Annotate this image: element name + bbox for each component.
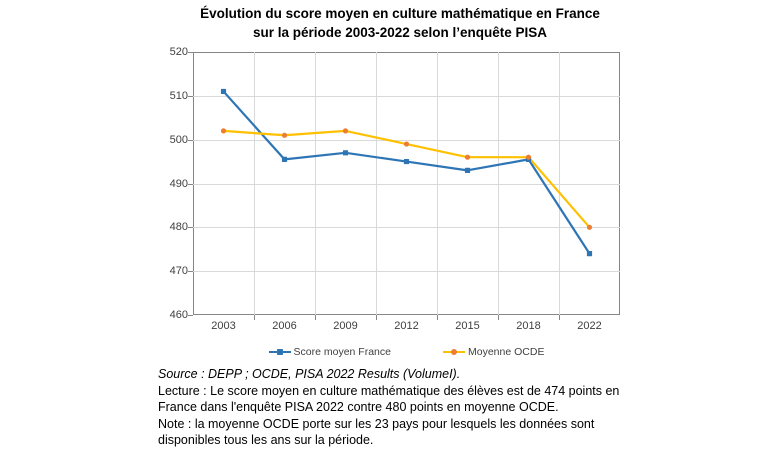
category-gridline bbox=[437, 52, 438, 315]
x-axis-tick-label: 2012 bbox=[394, 320, 419, 332]
gridline bbox=[193, 227, 620, 229]
data-point-marker bbox=[525, 154, 532, 160]
y-axis-tick bbox=[188, 95, 193, 97]
x-axis-labels: 2003 2006 2009 2012 2015 2018 2022 bbox=[193, 320, 620, 336]
data-point-marker bbox=[281, 132, 288, 138]
chart-title-line2: sur la période 2003-2022 selon l’enquête… bbox=[252, 25, 548, 40]
y-axis-tick bbox=[188, 227, 193, 229]
chart-footer: Source : DEPP ; OCDE, PISA 2022 Results … bbox=[158, 366, 658, 449]
y-axis-tick bbox=[188, 315, 193, 316]
footer-lecture: Lecture : Le score moyen en culture math… bbox=[158, 383, 620, 415]
x-axis-tick-label: 2022 bbox=[577, 320, 602, 332]
category-gridline bbox=[315, 52, 316, 315]
category-gridline bbox=[254, 52, 255, 315]
y-axis-tick-label: 460 bbox=[169, 309, 188, 321]
data-point-marker bbox=[403, 141, 410, 147]
gridline bbox=[193, 139, 620, 141]
x-axis-tick-label: 2003 bbox=[211, 320, 236, 332]
y-axis-tick bbox=[188, 52, 193, 53]
y-axis-tick-label: 500 bbox=[169, 133, 188, 146]
category-gridline bbox=[559, 52, 560, 315]
legend-item[interactable]: Moyenne OCDE bbox=[443, 346, 544, 358]
gridline bbox=[193, 95, 620, 97]
x-axis-tick bbox=[437, 315, 438, 320]
y-axis-tick bbox=[188, 139, 193, 141]
y-axis-tick-label: 520 bbox=[169, 46, 188, 58]
gridline bbox=[193, 271, 620, 273]
y-axis-tick-label: 470 bbox=[169, 265, 188, 278]
footer-source: Source : DEPP ; OCDE, PISA 2022 Results … bbox=[158, 367, 461, 381]
x-axis-tick-label: 2006 bbox=[272, 320, 297, 332]
legend-label: Score moyen France bbox=[293, 346, 391, 358]
y-axis-tick-label: 510 bbox=[169, 89, 188, 102]
y-axis-tick bbox=[188, 271, 193, 273]
legend-item[interactable]: Score moyen France bbox=[268, 346, 391, 358]
x-axis-tick bbox=[315, 315, 316, 320]
gridline bbox=[193, 183, 620, 185]
data-point-marker bbox=[464, 167, 471, 173]
footer-note: Note : la moyenne OCDE porte sur les 23 … bbox=[158, 416, 595, 448]
x-axis-tick bbox=[376, 315, 377, 320]
data-point-marker bbox=[220, 128, 227, 134]
x-axis-tick bbox=[498, 315, 499, 320]
category-gridline bbox=[498, 52, 499, 315]
y-axis-labels: 460 470 480 490 500 510 520 bbox=[150, 46, 188, 321]
data-point-marker bbox=[403, 158, 410, 165]
data-point-marker bbox=[586, 251, 593, 257]
data-point-marker bbox=[342, 150, 349, 156]
series-line bbox=[222, 90, 591, 255]
y-axis-tick-label: 480 bbox=[169, 221, 188, 234]
category-gridline bbox=[376, 52, 377, 315]
legend-swatch-icon bbox=[268, 347, 291, 357]
data-point-marker bbox=[220, 88, 227, 95]
legend-swatch-icon bbox=[443, 347, 465, 357]
x-axis-tick-label: 2018 bbox=[516, 320, 541, 332]
chart-title-line1: Évolution du score moyen en culture math… bbox=[200, 6, 600, 21]
y-axis-tick bbox=[188, 183, 193, 185]
data-point-marker bbox=[464, 154, 471, 160]
x-axis-tick-label: 2009 bbox=[333, 320, 358, 332]
data-point-marker bbox=[586, 224, 593, 230]
legend-label: Moyenne OCDE bbox=[468, 346, 545, 358]
x-axis-tick bbox=[254, 315, 255, 320]
data-point-marker bbox=[342, 128, 349, 134]
data-point-marker bbox=[281, 156, 288, 162]
series-layer bbox=[220, 88, 593, 257]
x-axis-tick bbox=[559, 315, 560, 320]
y-axis-tick-label: 490 bbox=[169, 177, 188, 190]
x-axis-tick-label: 2015 bbox=[455, 320, 480, 332]
chart-title: Évolution du score moyen en culture math… bbox=[120, 4, 680, 42]
chart-legend: Score moyen France Moyenne OCDE bbox=[193, 344, 620, 360]
plot-area bbox=[193, 52, 620, 315]
